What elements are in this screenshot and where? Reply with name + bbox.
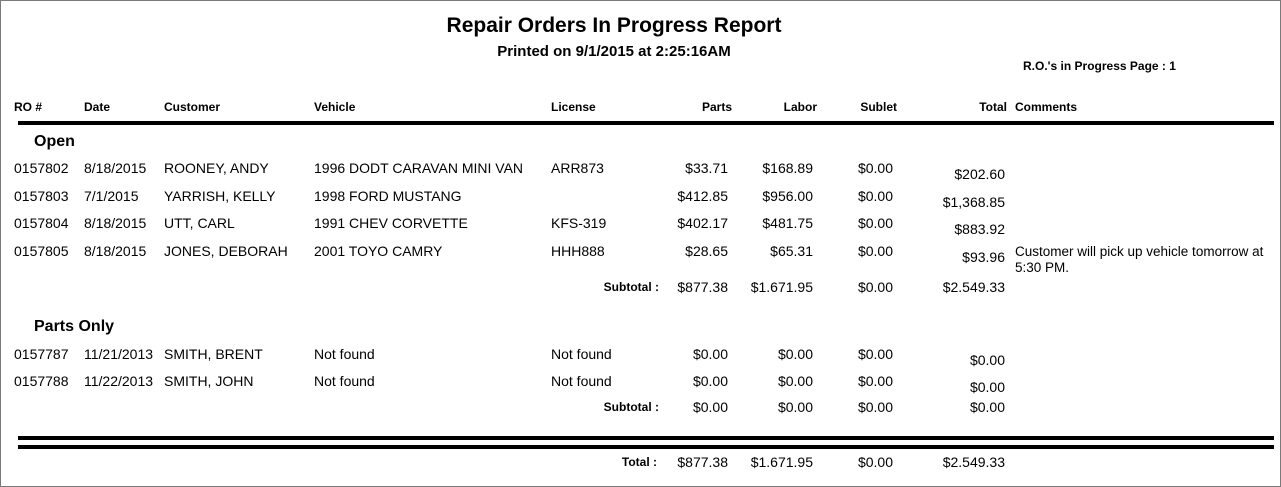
cell-customer: YARRISH, KELLY	[164, 188, 276, 204]
column-header-labor: Labor	[783, 100, 817, 114]
grand-total-labor: $1.671.95	[750, 454, 813, 470]
column-header-customer: Customer	[164, 100, 221, 114]
cell-sublet: $0.00	[857, 215, 893, 231]
cell-labor: $0.00	[777, 373, 813, 389]
table-row: 0157802 8/18/2015 ROONEY, ANDY 1996 DODT…	[0, 160, 1281, 184]
cell-license: KFS-319	[551, 215, 607, 231]
cell-customer: UTT, CARL	[164, 215, 235, 231]
cell-license: HHH888	[551, 243, 605, 259]
cell-customer: ROONEY, ANDY	[164, 160, 269, 176]
column-header-date: Date	[84, 100, 111, 114]
cell-vehicle: 2001 TOYO CAMRY	[314, 243, 443, 259]
cell-total: $202.60	[954, 166, 1005, 182]
cell-vehicle: 1996 DODT CARAVAN MINI VAN	[314, 160, 524, 176]
cell-vehicle: Not found	[314, 346, 375, 362]
printed-timestamp: Printed on 9/1/2015 at 2:25:16AM	[497, 43, 731, 60]
cell-vehicle: Not found	[314, 373, 375, 389]
grand-total-label: Total :	[621, 455, 657, 469]
cell-date: 11/21/2013	[84, 346, 154, 362]
cell-ro: 0157803	[14, 188, 69, 204]
subtotal-total: $0.00	[969, 399, 1005, 415]
cell-customer: SMITH, JOHN	[164, 373, 254, 389]
cell-total: $883.92	[954, 221, 1005, 237]
cell-vehicle: 1991 CHEV CORVETTE	[314, 215, 468, 231]
subtotal-label: Subtotal :	[603, 280, 659, 294]
subtotal-row-open: Subtotal : $877.38 $1.671.95 $0.00 $2.54…	[0, 279, 1281, 299]
table-row: 0157788 11/22/2013 SMITH, JOHN Not found…	[0, 373, 1281, 397]
cell-customer: JONES, DEBORAH	[164, 243, 288, 259]
cell-total: $93.96	[962, 249, 1005, 265]
subtotal-sublet: $0.00	[857, 399, 893, 415]
report-title: Repair Orders In Progress Report	[446, 14, 782, 37]
cell-parts: $0.00	[692, 373, 728, 389]
cell-date: 8/18/2015	[84, 160, 147, 176]
grand-total-total: $2.549.33	[942, 454, 1005, 470]
table-row: 0157804 8/18/2015 UTT, CARL 1991 CHEV CO…	[0, 215, 1281, 239]
cell-parts: $28.65	[685, 243, 728, 259]
page-info: R.O.'s in Progress Page : 1	[1023, 59, 1176, 73]
cell-labor: $956.00	[762, 188, 813, 204]
cell-ro: 0157788	[14, 373, 69, 389]
header-divider	[18, 121, 1274, 125]
cell-license: ARR873	[551, 160, 604, 176]
cell-sublet: $0.00	[857, 346, 893, 362]
cell-date: 7/1/2015	[84, 188, 139, 204]
subtotal-label: Subtotal :	[603, 400, 659, 414]
section-title-parts-only: Parts Only	[34, 318, 115, 335]
cell-parts: $412.85	[677, 188, 728, 204]
cell-labor: $65.31	[770, 243, 813, 259]
column-header-license: License	[551, 100, 596, 114]
column-header-total: Total	[979, 100, 1007, 114]
cell-license: Not found	[551, 373, 612, 389]
subtotal-labor: $0.00	[777, 399, 813, 415]
subtotal-parts: $877.38	[677, 279, 728, 295]
column-header-sublet: Sublet	[860, 100, 897, 114]
cell-labor: $168.89	[762, 160, 813, 176]
cell-ro: 0157787	[14, 346, 69, 362]
grand-total-row: Total : $877.38 $1.671.95 $0.00 $2.549.3…	[0, 454, 1281, 474]
cell-labor: $481.75	[762, 215, 813, 231]
cell-total: $1,368.85	[942, 194, 1005, 210]
section-title-open: Open	[34, 133, 75, 150]
cell-labor: $0.00	[777, 346, 813, 362]
table-row: 0157803 7/1/2015 YARRISH, KELLY 1998 FOR…	[0, 188, 1281, 212]
cell-ro: 0157802	[14, 160, 69, 176]
column-header-ro: RO #	[14, 100, 43, 114]
subtotal-parts: $0.00	[692, 399, 728, 415]
cell-vehicle: 1998 FORD MUSTANG	[314, 188, 462, 204]
cell-sublet: $0.00	[857, 373, 893, 389]
cell-date: 8/18/2015	[84, 215, 147, 231]
total-divider-top	[18, 436, 1274, 440]
total-divider-bottom	[18, 445, 1274, 449]
cell-date: 11/22/2013	[84, 373, 154, 389]
subtotal-total: $2.549.33	[942, 279, 1005, 295]
cell-sublet: $0.00	[857, 243, 893, 259]
cell-sublet: $0.00	[857, 188, 893, 204]
cell-parts: $0.00	[692, 346, 728, 362]
subtotal-row-parts-only: Subtotal : $0.00 $0.00 $0.00 $0.00	[0, 399, 1281, 419]
column-header-comments: Comments	[1015, 100, 1078, 114]
table-row: 0157805 8/18/2015 JONES, DEBORAH 2001 TO…	[0, 243, 1281, 275]
cell-date: 8/18/2015	[84, 243, 147, 259]
cell-total: $0.00	[969, 379, 1005, 395]
table-row: 0157787 11/21/2013 SMITH, BRENT Not foun…	[0, 346, 1281, 370]
subtotal-labor: $1.671.95	[750, 279, 813, 295]
grand-total-sublet: $0.00	[857, 454, 893, 470]
cell-parts: $402.17	[677, 215, 728, 231]
column-header-vehicle: Vehicle	[314, 100, 356, 114]
cell-comments: Customer will pick up vehicle tomorrow a…	[1015, 244, 1264, 275]
cell-ro: 0157805	[14, 243, 69, 259]
column-header-parts: Parts	[701, 100, 732, 114]
cell-total: $0.00	[969, 352, 1005, 368]
subtotal-sublet: $0.00	[857, 279, 893, 295]
cell-sublet: $0.00	[857, 160, 893, 176]
grand-total-parts: $877.38	[677, 454, 728, 470]
cell-parts: $33.71	[685, 160, 728, 176]
cell-customer: SMITH, BRENT	[164, 346, 263, 362]
cell-license: Not found	[551, 346, 612, 362]
cell-ro: 0157804	[14, 215, 69, 231]
